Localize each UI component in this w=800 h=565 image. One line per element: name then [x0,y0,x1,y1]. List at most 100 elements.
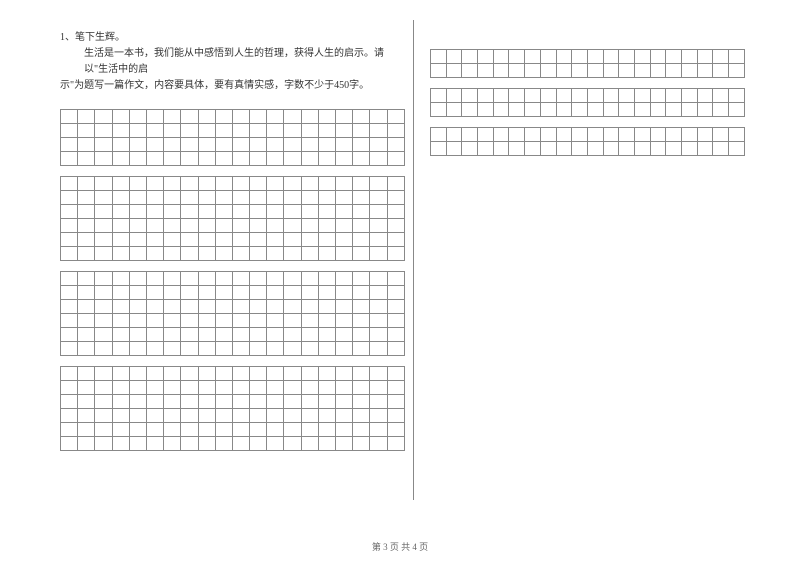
writing-grid-cell [129,300,146,314]
writing-grid-block [60,366,405,451]
writing-grid-cell [61,409,78,423]
writing-grid-cell [198,300,215,314]
writing-grid-cell [164,205,181,219]
writing-grid-cell [353,205,370,219]
writing-grid-cell [370,314,387,328]
writing-grid-cell [318,300,335,314]
writing-grid-cell [387,286,404,300]
writing-grid-cell [78,342,95,356]
writing-grid-cell [215,423,232,437]
writing-grid-cell [284,152,301,166]
writing-grid-cell [215,191,232,205]
writing-grid-cell [95,342,112,356]
question-body-line2: 示"为题写一篇作文，内容要具体，要有真情实感，字数不少于450字。 [60,78,400,94]
writing-grid-cell [284,423,301,437]
writing-grid-cell [198,328,215,342]
writing-grid-cell [78,219,95,233]
writing-grid-cell [387,300,404,314]
writing-grid-cell [61,314,78,328]
writing-grid-cell [540,128,556,142]
writing-grid-cell [556,50,572,64]
writing-grid-cell [112,247,129,261]
writing-grid-cell [164,395,181,409]
writing-grid-cell [215,177,232,191]
writing-grid-cell [284,272,301,286]
writing-grid-cell [61,233,78,247]
writing-grid-cell [215,124,232,138]
writing-grid-cell [619,128,635,142]
writing-grid-cell [129,233,146,247]
writing-grid-cell [387,423,404,437]
writing-grid-cell [129,367,146,381]
writing-grid-cell [232,219,249,233]
writing-grid-cell [387,381,404,395]
writing-grid-cell [215,205,232,219]
writing-grid-cell [198,437,215,451]
writing-grid-cell [129,138,146,152]
writing-grid-cell [95,381,112,395]
writing-grid-cell [95,300,112,314]
writing-grid-block [430,88,745,117]
writing-grid-cell [112,177,129,191]
writing-grid-cell [387,191,404,205]
writing-grid-cell [729,142,745,156]
writing-grid-cell [146,423,163,437]
writing-grid-cell [387,409,404,423]
writing-grid-cell [129,152,146,166]
writing-grid-cell [387,138,404,152]
writing-grid-cell [478,89,494,103]
writing-grid-cell [250,233,267,247]
writing-grid-cell [650,103,666,117]
writing-grid-cell [78,328,95,342]
writing-grid-cell [387,272,404,286]
writing-grid-cell [129,328,146,342]
writing-grid-cell [129,409,146,423]
writing-grid-cell [61,191,78,205]
writing-grid-cell [666,103,682,117]
writing-grid-cell [729,50,745,64]
writing-grid-cell [370,342,387,356]
writing-grid-cell [697,103,713,117]
writing-grid-cell [232,328,249,342]
writing-grid-cell [78,286,95,300]
writing-grid-cell [336,314,353,328]
writing-grid-cell [129,247,146,261]
writing-grid-cell [301,152,318,166]
writing-grid-cell [682,50,698,64]
writing-grid-cell [318,328,335,342]
writing-grid-cell [697,89,713,103]
writing-grid-cell [267,191,284,205]
writing-grid-cell [370,233,387,247]
writing-grid-cell [164,247,181,261]
writing-grid-cell [215,314,232,328]
writing-grid-cell [78,300,95,314]
writing-grid-cell [181,328,198,342]
writing-grid-cell [250,124,267,138]
writing-grid-cell [267,205,284,219]
writing-grid-cell [78,272,95,286]
writing-grid-cell [78,437,95,451]
writing-grid-cell [682,64,698,78]
writing-grid-cell [370,395,387,409]
writing-grid-cell [713,103,729,117]
writing-grid-cell [572,64,588,78]
writing-grid-cell [181,300,198,314]
writing-grid-cell [250,272,267,286]
writing-grid-cell [682,128,698,142]
writing-grid-cell [697,50,713,64]
writing-grid-cell [129,272,146,286]
writing-grid-cell [284,367,301,381]
writing-grid-cell [619,103,635,117]
writing-grid-cell [232,233,249,247]
writing-grid-cell [198,233,215,247]
writing-grid-cell [232,409,249,423]
writing-grid-cell [112,423,129,437]
writing-grid-cell [318,381,335,395]
writing-grid-cell [215,152,232,166]
writing-grid-cell [462,103,478,117]
writing-grid-cell [250,328,267,342]
writing-grid-cell [556,103,572,117]
writing-grid-cell [215,233,232,247]
writing-grid-cell [198,177,215,191]
writing-grid-cell [250,191,267,205]
